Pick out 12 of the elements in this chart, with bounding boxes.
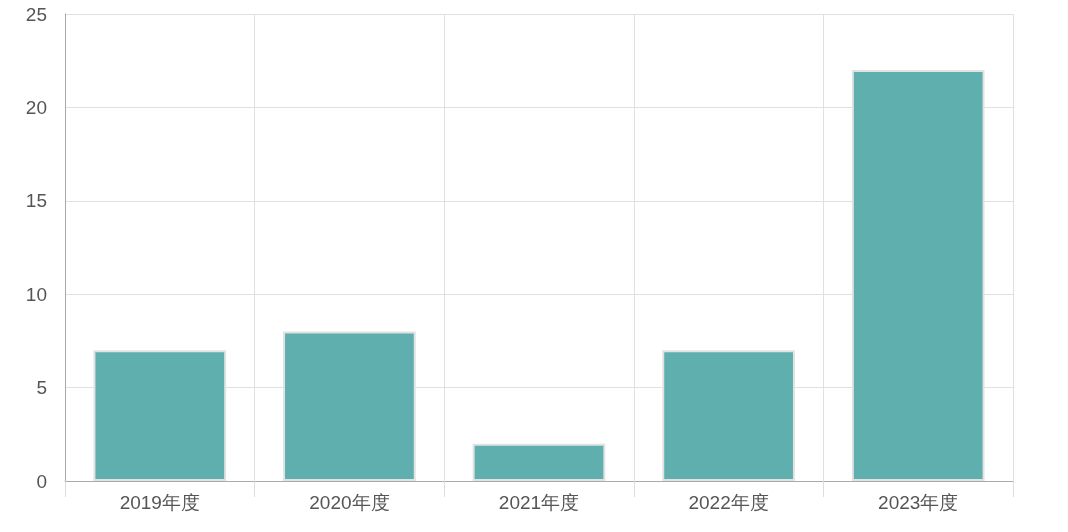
y-tick-label: 0 bbox=[36, 470, 47, 492]
bar bbox=[472, 443, 606, 481]
y-tick-label: 25 bbox=[25, 3, 47, 25]
y-tick-label: 5 bbox=[36, 377, 47, 399]
y-tick-label: 15 bbox=[25, 190, 47, 212]
x-tick-label: 2023年度 bbox=[878, 492, 959, 513]
y-tick-label: 10 bbox=[25, 283, 47, 305]
x-tick-label: 2021年度 bbox=[498, 492, 580, 513]
y-tick-label: 20 bbox=[25, 96, 47, 118]
x-tick-label: 2022年度 bbox=[688, 492, 769, 513]
x-tick-label: 2020年度 bbox=[309, 492, 390, 513]
x-tick-label: 2019年度 bbox=[119, 492, 200, 513]
